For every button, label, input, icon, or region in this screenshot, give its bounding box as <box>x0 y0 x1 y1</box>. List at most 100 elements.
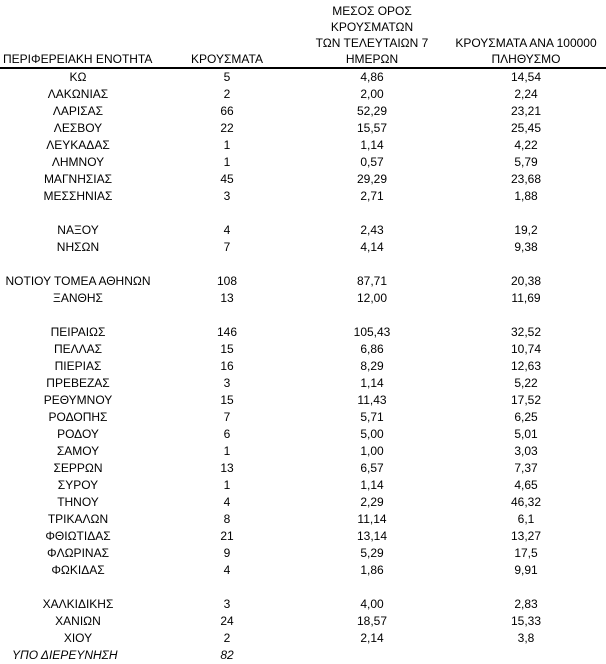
cases-cell: 146 <box>216 325 238 339</box>
region-cell: ΦΩΚΙΔΑΣ <box>51 563 105 577</box>
region-cell: ΥΠΟ ΔΙΕΡΕΥΝΗΣΗ <box>12 648 118 662</box>
per100k-cell: 5,79 <box>514 155 538 169</box>
header-line: ΠΕΡΙΦΕΡΕΙΑΚΗ ΕΝΟΤΗΤΑ <box>3 52 153 66</box>
table-row: ΠΕΙΡΑΙΩΣ 146 105,43 32,52 <box>0 324 606 341</box>
region-cell: ΦΘΙΩΤΙΔΑΣ <box>45 529 111 543</box>
region-cell: ΝΑΞΟΥ <box>57 223 99 237</box>
table-row: ΤΡΙΚΑΛΩΝ 8 11,14 6,1 <box>0 511 606 528</box>
cases-cell: 3 <box>223 189 231 203</box>
table-row: ΥΠΟ ΔΙΕΡΕΥΝΗΣΗ 82 <box>0 647 606 664</box>
table-row: ΛΕΥΚΑΔΑΣ 1 1,14 4,22 <box>0 137 606 154</box>
per100k-cell: 17,5 <box>514 546 538 560</box>
cases-cell: 66 <box>220 104 234 118</box>
header-line: ΤΩΝ ΤΕΛΕΥΤΑΙΩΝ 7 <box>315 36 429 50</box>
per100k-cell: 13,27 <box>510 529 542 543</box>
cases-cell: 5 <box>223 70 231 84</box>
per100k-cell: 5,22 <box>514 376 538 390</box>
per100k-cell: 17,52 <box>510 393 542 407</box>
per100k-cell: 15,33 <box>510 614 542 628</box>
table-row: ΧΑΝΙΩΝ 24 18,57 15,33 <box>0 613 606 630</box>
region-cell: ΠΡΕΒΕΖΑΣ <box>46 376 110 390</box>
avg7-cell: 0,57 <box>360 155 384 169</box>
column-header-per100k: ΚΡΟΥΣΜΑΤΑ ΑΝΑ 100000 ΠΛΗΘΥΣΜΟ <box>446 35 606 67</box>
per100k-cell: 9,91 <box>514 563 538 577</box>
region-cell: ΚΩ <box>69 70 87 84</box>
avg7-cell: 1,86 <box>360 563 384 577</box>
region-cell: ΣΕΡΡΩΝ <box>53 461 103 475</box>
cases-cell: 6 <box>223 427 231 441</box>
table-row: ΣΥΡΟΥ 1 1,14 4,65 <box>0 477 606 494</box>
table-body: ΚΩ 5 4,86 14,54 ΛΑΚΩΝΙΑΣ 2 2,00 2,24 ΛΑΡΙΣΑΣ 66 52… <box>0 69 606 664</box>
table-row: ΜΕΣΣΗΝΙΑΣ 3 2,71 1,88 <box>0 188 606 205</box>
header-line: ΚΡΟΥΣΜΑΤΑ ΑΝΑ 100000 <box>455 36 597 50</box>
cases-cell: 22 <box>220 121 234 135</box>
avg7-cell: 8,29 <box>360 359 384 373</box>
avg7-cell: 2,29 <box>360 495 384 509</box>
column-header-region: ΠΕΡΙΦΕΡΕΙΑΚΗ ΕΝΟΤΗΤΑ <box>0 51 156 67</box>
avg7-cell: 1,14 <box>360 138 384 152</box>
avg7-cell: 2,43 <box>360 223 384 237</box>
cases-cell: 1 <box>223 155 231 169</box>
table-header: ΠΕΡΙΦΕΡΕΙΑΚΗ ΕΝΟΤΗΤΑ ΚΡΟΥΣΜΑΤΑ ΜΕΣΟΣ ΟΡΟ… <box>0 0 606 69</box>
table-row: ΡΕΘΥΜΝΟΥ 15 11,43 17,52 <box>0 392 606 409</box>
region-cell: ΣΥΡΟΥ <box>57 478 99 492</box>
region-cell: ΧΑΝΙΩΝ <box>55 614 101 628</box>
table-row: ΡΟΔΟΠΗΣ 7 5,71 6,25 <box>0 409 606 426</box>
table-row: ΜΑΓΝΗΣΙΑΣ 45 29,29 23,68 <box>0 171 606 188</box>
table-row: ΝΑΞΟΥ 4 2,43 19,2 <box>0 222 606 239</box>
avg7-cell: 6,86 <box>360 342 384 356</box>
per100k-cell: 2,24 <box>514 87 538 101</box>
avg7-cell: 105,43 <box>353 325 391 339</box>
per100k-cell: 5,01 <box>514 427 538 441</box>
avg7-cell <box>298 647 446 664</box>
cases-cell: 2 <box>223 631 231 645</box>
per100k-cell: 9,38 <box>514 240 538 254</box>
table-row: ΧΙΟΥ 2 2,14 3,8 <box>0 630 606 647</box>
region-cell: ΜΕΣΣΗΝΙΑΣ <box>43 189 113 203</box>
per100k-cell <box>446 647 606 664</box>
table-row: ΠΕΛΛΑΣ 15 6,86 10,74 <box>0 341 606 358</box>
per100k-cell: 25,45 <box>510 121 542 135</box>
table-row: ΛΗΜΝΟΥ 1 0,57 5,79 <box>0 154 606 171</box>
avg7-cell: 13,14 <box>356 529 388 543</box>
table-row: ΤΗΝΟΥ 4 2,29 46,32 <box>0 494 606 511</box>
region-cell: ΛΑΡΙΣΑΣ <box>52 104 104 118</box>
avg7-cell: 2,71 <box>360 189 384 203</box>
avg7-cell: 5,00 <box>360 427 384 441</box>
avg7-cell: 1,14 <box>360 376 384 390</box>
per100k-cell: 3,8 <box>517 631 535 645</box>
region-cell: ΠΕΙΡΑΙΩΣ <box>50 325 106 339</box>
table-row: ΦΘΙΩΤΙΔΑΣ 21 13,14 13,27 <box>0 528 606 545</box>
avg7-cell: 2,00 <box>360 87 384 101</box>
cases-cell: 3 <box>223 376 231 390</box>
avg7-cell: 4,86 <box>360 70 384 84</box>
cases-cell: 13 <box>220 461 234 475</box>
region-cell: ΠΙΕΡΙΑΣ <box>54 359 102 373</box>
table-row: ΣΑΜΟΥ 1 1,00 3,03 <box>0 443 606 460</box>
region-cell: ΛΗΜΝΟΥ <box>51 155 105 169</box>
table-row: ΚΩ 5 4,86 14,54 <box>0 69 606 86</box>
cases-cell: 82 <box>220 648 234 662</box>
region-cell: ΧΙΟΥ <box>63 631 93 645</box>
cases-cell: 8 <box>223 512 231 526</box>
cases-cell: 15 <box>220 393 234 407</box>
per100k-cell: 11,69 <box>511 291 541 305</box>
cases-cell: 4 <box>223 223 231 237</box>
cases-cell: 4 <box>223 495 231 509</box>
avg7-cell: 11,14 <box>357 512 387 526</box>
table-row: ΡΟΔΟΥ 6 5,00 5,01 <box>0 426 606 443</box>
cases-cell: 16 <box>220 359 234 373</box>
avg7-cell: 12,00 <box>356 291 388 305</box>
per100k-cell: 23,21 <box>510 104 542 118</box>
cases-cell: 2 <box>223 87 231 101</box>
avg7-cell: 1,14 <box>360 478 384 492</box>
avg7-cell: 6,57 <box>360 461 384 475</box>
avg7-cell: 52,29 <box>356 104 388 118</box>
avg7-cell: 5,29 <box>360 546 384 560</box>
table-row: ΦΛΩΡΙΝΑΣ 9 5,29 17,5 <box>0 545 606 562</box>
per100k-cell: 32,52 <box>510 325 542 339</box>
table-row: ΧΑΛΚΙΔΙΚΗΣ 3 4,00 2,83 <box>0 596 606 613</box>
per100k-cell: 6,25 <box>514 410 538 424</box>
cases-cell: 21 <box>220 529 234 543</box>
